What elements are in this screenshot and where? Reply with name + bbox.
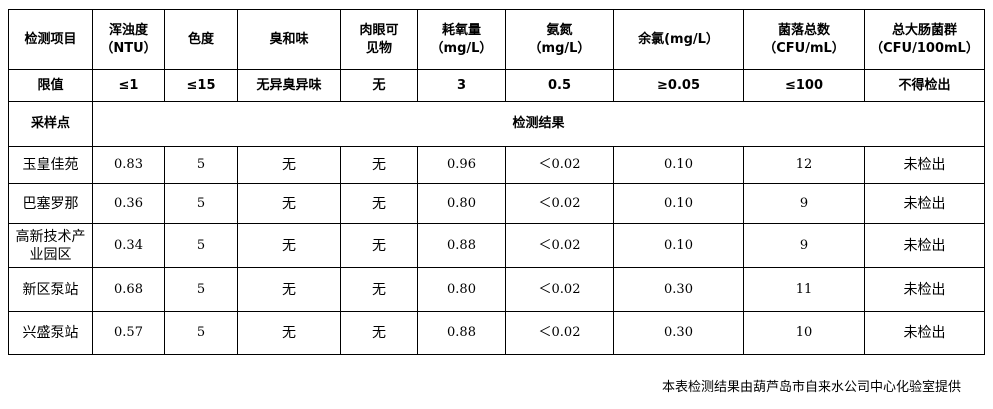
table-row: 高新技术产业园区 0.34 5 无无 0.88 ＜0.02 0.10 9 未检出 [8, 223, 985, 268]
sampling-point: 高新技术产业园区 [8, 223, 93, 268]
limit-value: ≤1 [92, 69, 165, 102]
limit-value: 0.5 [505, 69, 614, 102]
result-cell: 无 [340, 146, 418, 184]
result-cell: ＜0.02 [505, 311, 614, 355]
limit-value: ≤15 [164, 69, 238, 102]
result-cell: 0.10 [613, 223, 744, 268]
column-header: 检测项目 [8, 9, 93, 70]
result-cell: 0.30 [613, 311, 744, 355]
result-cell: 9 [743, 223, 865, 268]
result-cell: 未检出 [864, 183, 985, 224]
result-cell: ＜0.02 [505, 146, 614, 184]
limit-value: ≤100 [743, 69, 865, 102]
result-cell: 0.36 [92, 183, 165, 224]
result-cell: ＜0.02 [505, 267, 614, 312]
table-row: 新区泵站 0.68 5 无无 0.80 ＜0.02 0.30 11 未检出 [8, 267, 985, 312]
sampling-label: 采样点 [8, 101, 93, 147]
result-cell: 0.88 [417, 223, 506, 268]
column-header: 氨氮 （mg/L） [505, 9, 614, 70]
column-header: 余氯(mg/L） [613, 9, 744, 70]
result-cell: 11 [743, 267, 865, 312]
result-cell: 0.34 [92, 223, 165, 268]
result-cell: 未检出 [864, 223, 985, 268]
result-cell: ＜0.02 [505, 183, 614, 224]
column-header: 浑浊度 （NTU） [92, 9, 165, 70]
result-cell: 无 [237, 223, 341, 268]
result-cell: 0.88 [417, 311, 506, 355]
result-cell: 10 [743, 311, 865, 355]
result-cell: 5 [164, 223, 238, 268]
limit-value: 不得检出 [864, 69, 985, 102]
result-cell: 0.96 [417, 146, 506, 184]
result-cell: 0.83 [92, 146, 165, 184]
result-cell: 5 [164, 146, 238, 184]
result-cell: 0.68 [92, 267, 165, 312]
result-cell: ＜0.02 [505, 223, 614, 268]
limit-value: 无异臭异味 [237, 69, 341, 102]
result-cell: 0.57 [92, 311, 165, 355]
result-cell: 5 [164, 267, 238, 312]
result-cell: 0.30 [613, 267, 744, 312]
header-row: 检测项目 浑浊度 （NTU） 色度 臭和味 肉眼可 见物 耗氧量 （mg/L） 氨氮 （mg… [8, 9, 985, 70]
column-header: 菌落总数 （CFU/mL） [743, 9, 865, 70]
limit-value: 无 [340, 69, 418, 102]
limit-row: 限值 ≤1 ≤15 无异臭异味无 3 0.5 ≥0.05 ≤100 不得检出 [8, 69, 985, 102]
result-cell: 无 [237, 267, 341, 312]
result-cell: 无 [340, 267, 418, 312]
table-row: 玉皇佳苑 0.83 5 无无 0.96 ＜0.02 0.10 12 未检出 [8, 146, 985, 184]
result-cell: 0.10 [613, 183, 744, 224]
table-row: 巴塞罗那 0.36 5 无无 0.80 ＜0.02 0.10 9 未检出 [8, 183, 985, 224]
limit-label: 限值 [8, 69, 93, 102]
result-cell: 0.10 [613, 146, 744, 184]
result-cell: 未检出 [864, 146, 985, 184]
sampling-point: 巴塞罗那 [8, 183, 93, 224]
result-cell: 无 [237, 183, 341, 224]
result-cell: 未检出 [864, 311, 985, 355]
table-row: 兴盛泵站 0.57 5 无无 0.88 ＜0.02 0.30 10 未检出 [8, 311, 985, 355]
result-cell: 无 [237, 146, 341, 184]
limit-value: ≥0.05 [613, 69, 744, 102]
results-label: 检测结果 [92, 101, 985, 147]
column-header: 臭和味 [237, 9, 341, 70]
column-header: 肉眼可 见物 [340, 9, 418, 70]
result-cell: 无 [340, 223, 418, 268]
source-note: 本表检测结果由葫芦岛市自来水公司中心化验室提供 [661, 380, 961, 395]
sampling-point: 兴盛泵站 [8, 311, 93, 355]
result-cell: 9 [743, 183, 865, 224]
column-header: 总大肠菌群 （CFU/100mL） [864, 9, 985, 70]
result-cell: 无 [237, 311, 341, 355]
result-cell: 0.80 [417, 183, 506, 224]
water-quality-table: 检测项目 浑浊度 （NTU） 色度 臭和味 肉眼可 见物 耗氧量 （mg/L） 氨氮 （mg… [8, 9, 985, 355]
sampling-point: 玉皇佳苑 [8, 146, 93, 184]
column-header: 耗氧量 （mg/L） [417, 9, 506, 70]
column-header: 色度 [164, 9, 238, 70]
result-cell: 5 [164, 183, 238, 224]
result-cell: 无 [340, 183, 418, 224]
result-cell: 0.80 [417, 267, 506, 312]
limit-value: 3 [417, 69, 506, 102]
result-cell: 未检出 [864, 267, 985, 312]
result-cell: 12 [743, 146, 865, 184]
sampling-header-row: 采样点 检测结果 [8, 101, 985, 147]
sampling-point: 新区泵站 [8, 267, 93, 312]
result-cell: 5 [164, 311, 238, 355]
result-cell: 无 [340, 311, 418, 355]
